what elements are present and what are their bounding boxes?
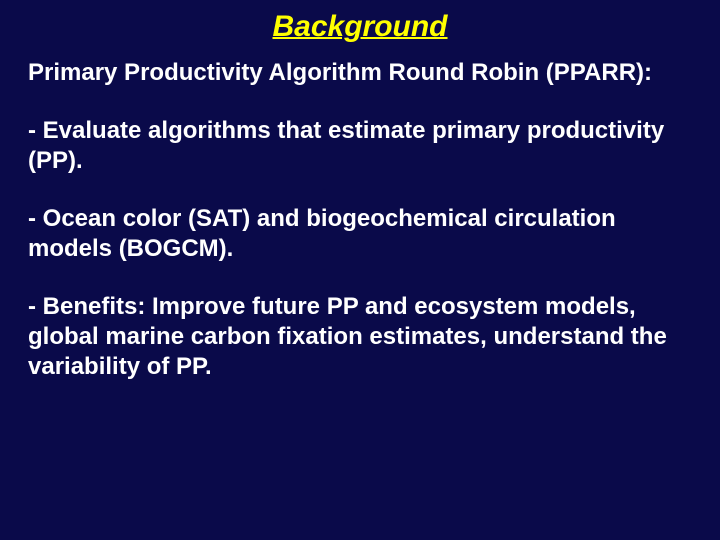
slide-subtitle: Primary Productivity Algorithm Round Rob… [28,58,692,88]
slide-title: Background [28,10,692,44]
bullet-item: - Evaluate algorithms that estimate prim… [28,116,692,176]
bullet-item: - Benefits: Improve future PP and ecosys… [28,292,692,382]
bullet-item: - Ocean color (SAT) and biogeochemical c… [28,204,692,264]
